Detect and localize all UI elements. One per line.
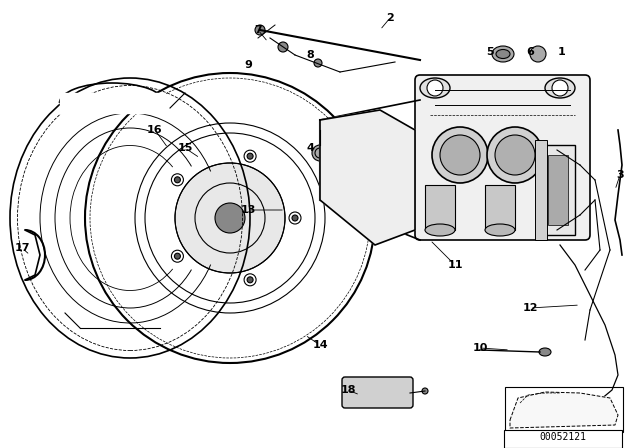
Circle shape <box>312 145 328 161</box>
Text: 10: 10 <box>472 343 488 353</box>
Circle shape <box>175 177 180 183</box>
Bar <box>505 387 623 432</box>
Text: 1: 1 <box>558 47 566 57</box>
Circle shape <box>552 80 568 96</box>
Bar <box>485 185 515 230</box>
Text: 17: 17 <box>14 243 29 253</box>
Text: 4: 4 <box>306 143 314 153</box>
Text: 00052121: 00052121 <box>540 432 586 442</box>
Circle shape <box>432 127 488 183</box>
Text: 6: 6 <box>526 47 534 57</box>
Bar <box>535 140 547 240</box>
Text: 3: 3 <box>616 170 624 180</box>
Text: 13: 13 <box>240 205 256 215</box>
Text: 7: 7 <box>254 25 262 35</box>
Text: 8: 8 <box>306 50 314 60</box>
Circle shape <box>487 127 543 183</box>
Ellipse shape <box>539 348 551 356</box>
FancyBboxPatch shape <box>415 75 590 240</box>
Ellipse shape <box>496 49 510 59</box>
Polygon shape <box>320 110 415 245</box>
Circle shape <box>175 163 285 273</box>
Bar <box>540 145 575 235</box>
FancyBboxPatch shape <box>342 377 413 408</box>
Circle shape <box>530 46 546 62</box>
Text: 16: 16 <box>147 125 163 135</box>
Ellipse shape <box>420 78 450 98</box>
Circle shape <box>292 215 298 221</box>
Circle shape <box>247 277 253 283</box>
Circle shape <box>440 135 480 175</box>
Bar <box>425 185 455 230</box>
Ellipse shape <box>492 46 514 62</box>
Ellipse shape <box>333 196 378 214</box>
Circle shape <box>255 25 265 35</box>
Circle shape <box>314 59 322 67</box>
Ellipse shape <box>485 224 515 236</box>
Ellipse shape <box>545 78 575 98</box>
Polygon shape <box>510 392 618 428</box>
Text: 9: 9 <box>244 60 252 70</box>
Circle shape <box>495 135 535 175</box>
Circle shape <box>422 388 428 394</box>
Ellipse shape <box>568 402 593 420</box>
Text: 11: 11 <box>447 260 463 270</box>
Circle shape <box>427 80 443 96</box>
Text: 5: 5 <box>486 47 494 57</box>
Circle shape <box>215 203 245 233</box>
Circle shape <box>247 153 253 159</box>
Circle shape <box>175 253 180 259</box>
Circle shape <box>278 42 288 52</box>
Bar <box>548 155 568 225</box>
Text: 12: 12 <box>522 303 538 313</box>
Bar <box>504 430 622 448</box>
Text: 14: 14 <box>312 340 328 350</box>
Text: 18: 18 <box>340 385 356 395</box>
Ellipse shape <box>425 224 455 236</box>
Text: 2: 2 <box>386 13 394 23</box>
Text: 15: 15 <box>177 143 193 153</box>
Ellipse shape <box>333 156 378 174</box>
